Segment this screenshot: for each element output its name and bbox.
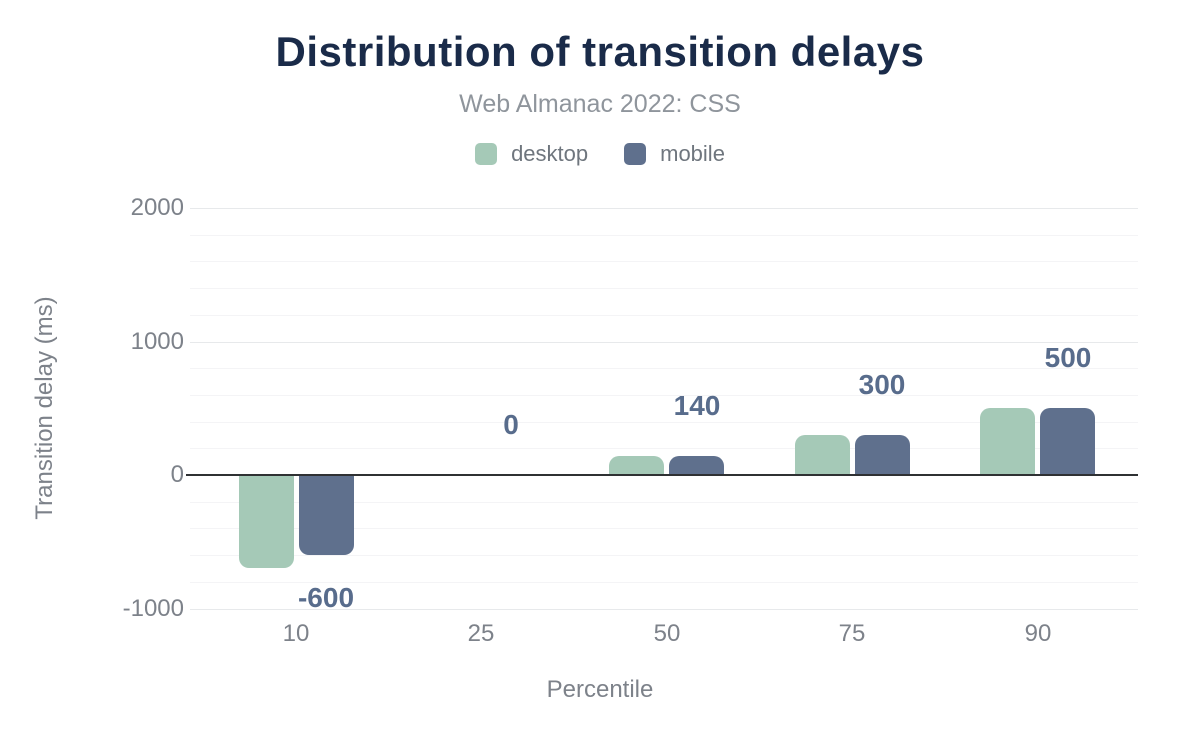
- gridline-600: [190, 395, 1138, 396]
- y-tick-1000: 1000: [130, 328, 184, 355]
- x-tick-50: 50: [653, 620, 681, 647]
- data-label-p10: -600: [297, 582, 355, 613]
- bar-mobile-p75[interactable]: [855, 435, 910, 475]
- chart-title: Distribution of transition delays: [275, 28, 925, 75]
- bar-desktop-p90[interactable]: [980, 408, 1035, 475]
- x-tick-10: 10: [282, 620, 310, 647]
- bar-mobile-p50[interactable]: [669, 456, 724, 475]
- bar-desktop-p50[interactable]: [609, 456, 664, 475]
- legend-label-mobile: mobile: [660, 141, 725, 166]
- chart-subtitle: Web Almanac 2022: CSS: [459, 90, 741, 118]
- gridline-1600: [190, 261, 1138, 262]
- gridline--400: [190, 528, 1138, 529]
- data-label-p75: 300: [858, 369, 906, 400]
- gridline-1200: [190, 315, 1138, 316]
- gridline-1000: [190, 342, 1138, 343]
- x-axis-title: Percentile: [546, 676, 654, 703]
- zero-axis-line: [186, 474, 1138, 476]
- gridline--1000: [190, 609, 1138, 610]
- data-label-p25: 0: [503, 409, 519, 440]
- data-label-p90: 500: [1044, 342, 1092, 373]
- gridline-200: [190, 448, 1138, 449]
- bar-desktop-p10[interactable]: [239, 475, 294, 568]
- legend-label-desktop: desktop: [511, 141, 589, 166]
- bar-mobile-p10[interactable]: [299, 475, 354, 555]
- y-tick-0: 0: [170, 461, 184, 488]
- gridline-1800: [190, 235, 1138, 236]
- legend-item-mobile[interactable]: mobile: [624, 141, 725, 167]
- legend-swatch-desktop: [475, 143, 498, 165]
- x-tick-90: 90: [1024, 620, 1052, 647]
- x-tick-75: 75: [838, 620, 866, 647]
- gridline-1400: [190, 288, 1138, 289]
- gridline--800: [190, 582, 1138, 583]
- gridline-2000: [190, 208, 1138, 209]
- gridline-400: [190, 422, 1138, 423]
- bar-desktop-p75[interactable]: [795, 435, 850, 475]
- data-label-p50: 140: [673, 390, 721, 421]
- gridline--200: [190, 502, 1138, 503]
- legend-item-desktop[interactable]: desktop: [475, 141, 588, 167]
- gridline-800: [190, 368, 1138, 369]
- legend: desktop mobile: [0, 141, 1200, 167]
- y-tick-2000: 2000: [130, 194, 184, 221]
- legend-swatch-mobile: [624, 143, 647, 165]
- y-tick--1000: -1000: [122, 595, 184, 622]
- gridline--600: [190, 555, 1138, 556]
- bar-mobile-p90[interactable]: [1040, 408, 1095, 475]
- x-tick-25: 25: [467, 620, 495, 647]
